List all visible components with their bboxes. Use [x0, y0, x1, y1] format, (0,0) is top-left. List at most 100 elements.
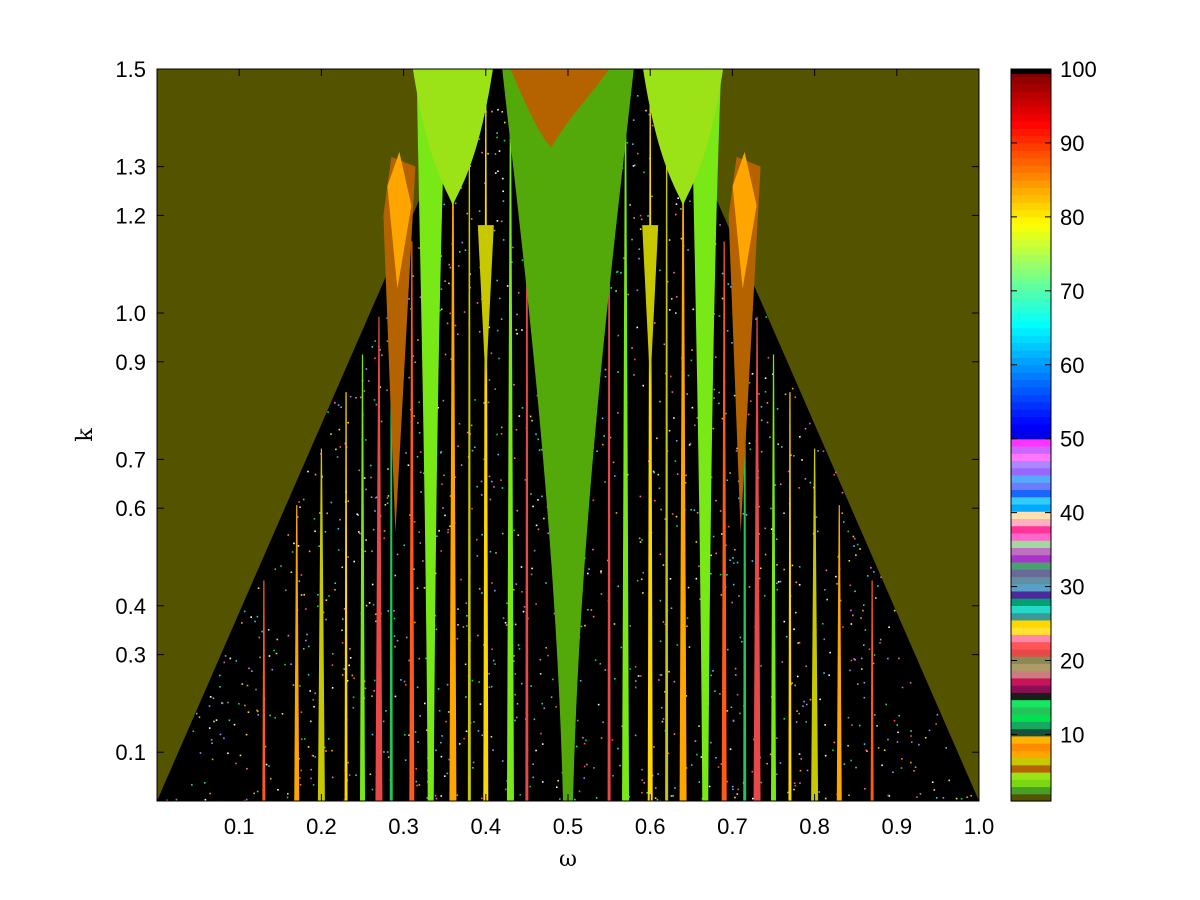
- heatmap-cell: [500, 318, 503, 320]
- heatmap-cell: [638, 248, 641, 251]
- heatmap-cell: [873, 571, 875, 573]
- heatmap-cell: [712, 535, 715, 538]
- heatmap-cell: [616, 270, 619, 273]
- heatmap-cell: [290, 571, 293, 574]
- heatmap-cell: [848, 560, 851, 562]
- heatmap-cell: [847, 744, 849, 747]
- heatmap-cell: [504, 621, 507, 624]
- heatmap-cell: [715, 756, 717, 759]
- heatmap-cell: [530, 685, 532, 687]
- heatmap-cell: [880, 576, 882, 579]
- heatmap-cell: [868, 648, 871, 651]
- heatmap-cell: [648, 113, 651, 116]
- heatmap-cell: [688, 646, 691, 648]
- heatmap-cell: [864, 629, 867, 631]
- heatmap-cell: [480, 494, 483, 496]
- heatmap-cell: [539, 658, 542, 661]
- heatmap-cell: [365, 604, 368, 607]
- colorbar-band: [1011, 569, 1051, 577]
- heatmap-cell: [323, 746, 326, 749]
- heatmap-cell: [491, 582, 493, 584]
- heatmap-cell: [357, 514, 360, 516]
- heatmap-cell: [910, 761, 912, 764]
- heatmap-cell: [246, 684, 249, 687]
- colorbar-band: [1011, 685, 1051, 693]
- heatmap-cell: [348, 664, 350, 667]
- heatmap-cell: [666, 280, 669, 283]
- heatmap-cell: [638, 537, 641, 540]
- heatmap-cell: [738, 497, 740, 500]
- heatmap-cell: [370, 476, 372, 479]
- heatmap-cell: [515, 428, 518, 431]
- heatmap-cell: [419, 451, 422, 453]
- heatmap-cell: [674, 460, 677, 462]
- heatmap-cell: [538, 449, 541, 451]
- heatmap-cell: [444, 280, 446, 282]
- colorbar-band: [1011, 283, 1051, 292]
- heatmap-cell: [695, 577, 698, 580]
- heatmap-cell: [699, 598, 702, 600]
- heatmap-cell: [310, 720, 312, 723]
- colorbar-band: [1011, 677, 1051, 686]
- heatmap-cell: [620, 271, 622, 274]
- heatmap-cell: [340, 406, 342, 409]
- heatmap-cell: [677, 197, 680, 200]
- heatmap-cell: [821, 622, 824, 625]
- heatmap-cell: [448, 758, 450, 761]
- heatmap-cell: [584, 624, 586, 627]
- heatmap-cell: [365, 488, 367, 491]
- heatmap-cell: [640, 578, 643, 581]
- heatmap-cell: [405, 452, 407, 454]
- heatmap-cell: [443, 203, 446, 206]
- heatmap-cell: [307, 470, 309, 473]
- y-tick-label: 1.5: [115, 57, 146, 82]
- heatmap-cell: [372, 603, 375, 606]
- heatmap-cell: [302, 498, 305, 501]
- heatmap-cell: [373, 690, 375, 692]
- heatmap-cell: [876, 725, 878, 727]
- heatmap-cell: [524, 479, 527, 481]
- heatmap-cell: [668, 239, 671, 241]
- colorbar: 10 20 30 40 50 60 70 80 90 100: [1010, 57, 1097, 802]
- heatmap-cell: [256, 615, 259, 618]
- heatmap-cell: [784, 393, 787, 396]
- heatmap-cell: [337, 404, 340, 406]
- heatmap-cell: [849, 584, 852, 587]
- heatmap-cell: [798, 583, 801, 586]
- heatmap-cell: [547, 654, 549, 657]
- y-tick-label: 0.6: [115, 496, 146, 521]
- heatmap-cell: [383, 530, 386, 532]
- heatmap-cell: [777, 443, 780, 446]
- heatmap-cell: [643, 171, 645, 174]
- heatmap-cell: [436, 535, 438, 538]
- heatmap-cell: [414, 361, 417, 364]
- heatmap-cell: [694, 740, 697, 742]
- heatmap-cell: [456, 794, 459, 796]
- heatmap-cell: [347, 556, 349, 558]
- heatmap-cell: [405, 636, 408, 639]
- heatmap-cell: [265, 763, 268, 766]
- heatmap-cell: [604, 669, 607, 671]
- heatmap-cell: [687, 374, 690, 377]
- heatmap-cell: [267, 629, 270, 631]
- colorbar-band: [1011, 298, 1051, 307]
- heatmap-cell: [693, 424, 696, 427]
- heatmap-cell: [381, 354, 383, 357]
- heatmap-cell: [717, 766, 720, 768]
- colorbar-band: [1011, 554, 1051, 563]
- heatmap-cell: [805, 665, 807, 668]
- heatmap-cell: [341, 566, 344, 569]
- heatmap-cell: [654, 499, 656, 502]
- heatmap-cell: [685, 474, 687, 477]
- heatmap-cell: [387, 610, 390, 612]
- colorbar-band: [1011, 670, 1051, 679]
- heatmap-cell: [409, 514, 411, 516]
- heatmap-cell: [675, 296, 678, 298]
- heatmap-cell: [796, 675, 799, 678]
- heatmap-cell: [334, 401, 336, 404]
- heatmap-cell: [533, 549, 536, 552]
- heatmap-cell: [341, 629, 343, 632]
- heatmap-cell: [760, 450, 763, 453]
- colorbar-band: [1011, 113, 1051, 122]
- resonance-tongue: [622, 93, 630, 801]
